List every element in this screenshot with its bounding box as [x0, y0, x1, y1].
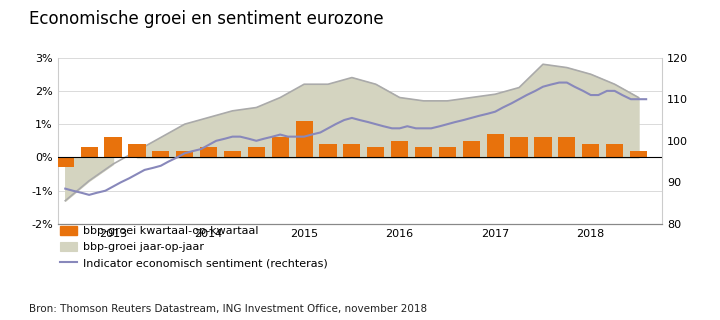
Bar [152, 151, 169, 157]
Bar [81, 148, 98, 157]
Text: Bron: Thomson Reuters Datastream, ING Investment Office, november 2018: Bron: Thomson Reuters Datastream, ING In… [29, 304, 427, 314]
Bar [320, 144, 336, 157]
Bar [438, 148, 456, 157]
Bar [510, 138, 528, 157]
Bar [558, 138, 575, 157]
Bar [128, 144, 145, 157]
Bar [104, 138, 122, 157]
Bar [176, 151, 193, 157]
Bar [534, 138, 552, 157]
Bar [367, 148, 384, 157]
Bar [343, 144, 361, 157]
Bar [415, 148, 432, 157]
Bar [295, 121, 312, 157]
Bar [606, 144, 624, 157]
Legend: bbp-groei kwartaal-op-kwartaal, bbp-groei jaar-op-jaar, Indicator economisch sen: bbp-groei kwartaal-op-kwartaal, bbp-groe… [56, 221, 332, 273]
Bar [57, 157, 74, 167]
Bar [630, 151, 647, 157]
Bar [271, 138, 289, 157]
Bar [200, 148, 217, 157]
Bar [463, 141, 480, 157]
Bar [224, 151, 241, 157]
Text: Economische groei en sentiment eurozone: Economische groei en sentiment eurozone [29, 10, 384, 28]
Bar [391, 141, 408, 157]
Bar [582, 144, 599, 157]
Bar [248, 148, 265, 157]
Bar [487, 134, 504, 157]
